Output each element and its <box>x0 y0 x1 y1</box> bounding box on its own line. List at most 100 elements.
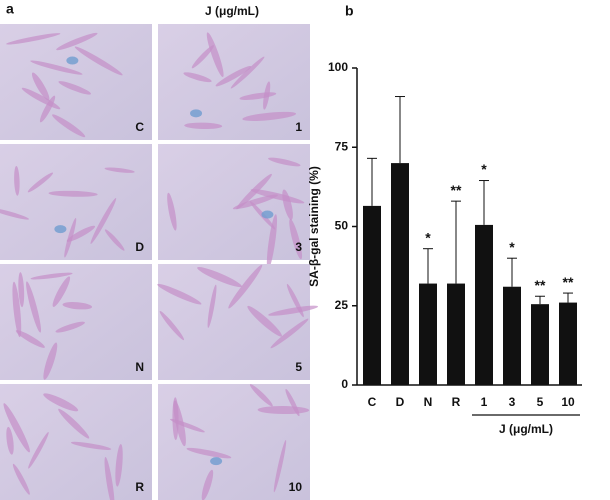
cell <box>52 114 86 138</box>
cell <box>12 281 22 338</box>
micrograph: 3 <box>158 144 310 270</box>
stained-cell <box>190 109 203 118</box>
cell <box>169 418 205 433</box>
stained-cell <box>210 457 223 466</box>
significance-label: ** <box>535 277 546 293</box>
cell <box>14 165 20 196</box>
cell <box>6 426 14 455</box>
cell <box>52 276 71 307</box>
cell <box>207 284 217 328</box>
x-tick-label: C <box>368 395 377 409</box>
cell <box>289 218 303 260</box>
cell <box>3 403 30 453</box>
cell <box>104 456 115 500</box>
cell <box>266 214 278 270</box>
x-tick-label: 3 <box>509 395 516 409</box>
y-axis-label: SA-β-gal staining (%) <box>307 166 321 287</box>
bar <box>363 205 381 385</box>
image-background <box>158 384 310 500</box>
cell <box>6 33 61 45</box>
stained-cell <box>66 56 79 65</box>
x-tick-label: R <box>452 395 461 409</box>
cell <box>197 267 242 288</box>
micrograph: 5 <box>157 264 319 380</box>
x-tick-label: D <box>396 395 405 409</box>
micrograph: R <box>0 384 152 500</box>
bar <box>447 283 465 385</box>
bar <box>503 286 521 385</box>
cell <box>55 321 85 333</box>
image-label: 3 <box>295 240 302 254</box>
image-label: C <box>135 120 144 134</box>
micrograph: N <box>0 264 152 380</box>
micrograph: D <box>0 144 152 260</box>
x-tick-label: 1 <box>481 395 488 409</box>
cell <box>285 388 300 417</box>
significance-label: ** <box>563 274 574 290</box>
cell <box>58 408 90 439</box>
cell <box>232 194 278 210</box>
cell <box>43 342 58 380</box>
cell <box>15 330 45 348</box>
cell <box>27 172 54 193</box>
cell <box>286 283 304 318</box>
image-label: R <box>135 480 144 494</box>
cell <box>247 305 282 337</box>
cell <box>43 393 79 412</box>
cell <box>186 447 232 459</box>
significance-label: * <box>425 229 431 245</box>
cell <box>115 444 123 487</box>
cell <box>184 122 223 130</box>
group-label: J (μg/mL) <box>499 422 553 436</box>
cell <box>236 173 272 210</box>
cell <box>230 56 265 89</box>
cell <box>242 111 297 121</box>
significance-label: ** <box>451 182 462 198</box>
bar <box>531 304 549 385</box>
cell <box>12 463 30 495</box>
bar <box>419 283 437 385</box>
cell <box>62 302 93 310</box>
x-tick-label: 10 <box>561 395 575 409</box>
cell <box>21 87 61 110</box>
micrograph: 10 <box>158 384 310 500</box>
cell <box>263 81 271 110</box>
cell <box>30 60 83 75</box>
y-tick-label: 75 <box>335 139 349 153</box>
cell <box>167 192 177 231</box>
cell <box>74 46 123 76</box>
image-label: 5 <box>295 360 302 374</box>
y-tick-label: 100 <box>328 60 348 74</box>
cell <box>56 32 98 51</box>
cell <box>26 281 42 333</box>
bar <box>475 224 493 385</box>
cell <box>0 208 30 220</box>
cell <box>104 167 135 173</box>
cell <box>18 272 25 308</box>
cell <box>58 81 92 95</box>
cell <box>183 72 212 83</box>
cell <box>104 229 125 251</box>
cell <box>268 157 301 167</box>
x-tick-label: 5 <box>537 395 544 409</box>
cell <box>31 72 50 101</box>
cell <box>157 283 202 305</box>
panel-label: a <box>6 1 14 17</box>
cell <box>215 65 252 87</box>
cell <box>172 397 179 441</box>
cell <box>48 190 98 197</box>
significance-label: * <box>481 161 487 177</box>
cell <box>30 272 73 280</box>
cell <box>159 310 185 341</box>
image-label: 10 <box>289 480 303 494</box>
image-label: 1 <box>295 120 302 134</box>
micrograph: 1 <box>158 24 310 140</box>
cell <box>191 45 214 69</box>
image-background <box>0 144 152 260</box>
x-tick-label: N <box>424 395 433 409</box>
cell <box>66 225 96 242</box>
image-label: D <box>135 240 144 254</box>
cell <box>268 305 319 316</box>
cell <box>28 432 49 469</box>
